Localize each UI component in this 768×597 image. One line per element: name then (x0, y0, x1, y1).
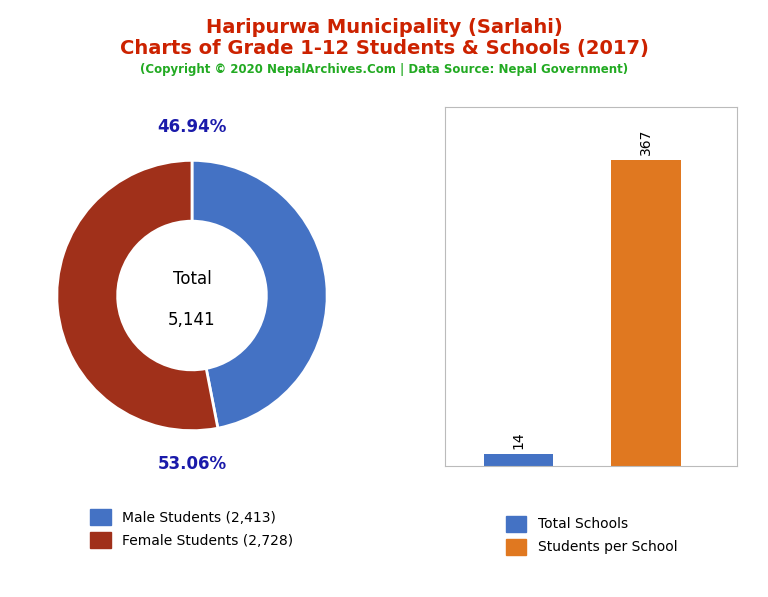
Legend: Total Schools, Students per School: Total Schools, Students per School (502, 512, 681, 559)
Wedge shape (192, 161, 327, 428)
Bar (484, 454, 553, 466)
Text: (Copyright © 2020 NepalArchives.Com | Data Source: Nepal Government): (Copyright © 2020 NepalArchives.Com | Da… (140, 63, 628, 76)
Text: 14: 14 (511, 432, 525, 449)
Text: 46.94%: 46.94% (157, 118, 227, 136)
Text: 53.06%: 53.06% (157, 456, 227, 473)
Text: 5,141: 5,141 (168, 311, 216, 329)
Text: 367: 367 (639, 128, 653, 155)
Bar (611, 160, 680, 466)
Wedge shape (57, 161, 218, 430)
Text: Haripurwa Municipality (Sarlahi): Haripurwa Municipality (Sarlahi) (206, 18, 562, 37)
Text: Charts of Grade 1-12 Students & Schools (2017): Charts of Grade 1-12 Students & Schools … (120, 39, 648, 58)
Legend: Male Students (2,413), Female Students (2,728): Male Students (2,413), Female Students (… (86, 505, 298, 552)
Text: Total: Total (173, 270, 211, 288)
